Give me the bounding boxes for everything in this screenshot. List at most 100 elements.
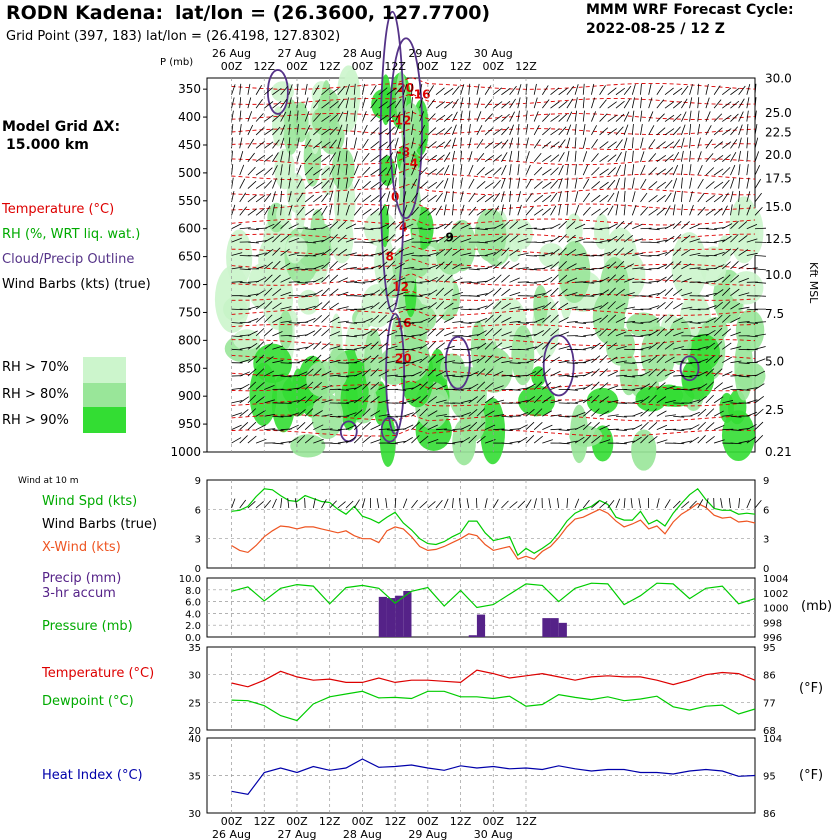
wind-barb: [673, 442, 685, 445]
rh-region: [319, 223, 331, 270]
wind-barb: [370, 154, 380, 163]
wind-barb: [239, 359, 251, 364]
wind-barb: [738, 389, 750, 391]
cycle-title: MMM WRF Forecast Cycle:: [586, 2, 794, 18]
wind-barb: [370, 113, 379, 122]
wind-barb: [582, 151, 588, 162]
temperature-line: [231, 669, 756, 688]
wind-barb: [419, 408, 428, 417]
wind-barb: [607, 141, 617, 149]
wind-barb: [558, 317, 569, 323]
wind-barb: [304, 435, 314, 444]
wind-barb: [378, 128, 388, 136]
wind-barb: [345, 266, 357, 270]
wind-barb: [411, 408, 421, 417]
wind-barb: [460, 238, 472, 243]
wind-barb: [370, 168, 380, 176]
wind-barb: [664, 328, 674, 337]
wind-barb: [722, 371, 733, 377]
wind-barb: [542, 396, 552, 404]
wind-barb: [296, 396, 307, 404]
wind-barb: [533, 111, 539, 122]
wind-barb: [615, 177, 620, 189]
wind-barb: [411, 295, 423, 297]
wind-barb: [378, 248, 388, 256]
wind-barb: [705, 342, 716, 350]
wind-barb: [533, 435, 544, 444]
wind-barb: [304, 408, 314, 417]
wind-barb: [722, 342, 732, 350]
isotherm: [231, 167, 756, 181]
wind-barb: [353, 178, 360, 189]
wind-barb: [615, 302, 626, 310]
wind-barb: [689, 387, 701, 390]
station-latlon: lat/lon = (26.3600, 127.7700): [175, 2, 491, 24]
wind-barb: [697, 124, 701, 136]
wind-barb: [542, 410, 553, 417]
wind-barb: [272, 165, 278, 176]
wind-barb: [697, 151, 702, 162]
wind-barb: [370, 99, 378, 109]
wind-barb: [509, 306, 521, 310]
wind-barb: [329, 415, 341, 418]
wind-barb: [632, 436, 642, 444]
wind-barb: [542, 327, 551, 337]
wind-barb: [443, 139, 452, 149]
wind-barb: [394, 220, 404, 230]
wind-barb: [378, 192, 386, 203]
pressure-tick-label-right: 1002: [763, 589, 788, 600]
wind-barb: [754, 255, 767, 257]
wind-barb: [591, 167, 600, 176]
wind-barb: [264, 356, 274, 364]
wind-barb: [451, 177, 454, 189]
wind-barb: [517, 436, 528, 444]
wind-barb: [591, 368, 600, 377]
wind-barb: [632, 252, 644, 256]
surface-wind-barb: [517, 500, 526, 509]
wind-barb: [550, 274, 559, 283]
wind-barb: [239, 206, 247, 216]
wind-barb: [623, 85, 632, 95]
wind-barb: [345, 97, 349, 109]
wind-barb: [304, 394, 314, 404]
wind-barb: [313, 141, 323, 149]
wind-barb: [329, 234, 338, 243]
rh-region: [435, 234, 466, 275]
kft-tick-label: 22.5: [765, 126, 792, 140]
wind-barb: [591, 97, 596, 109]
wind-barb: [664, 87, 674, 96]
wind-barb: [542, 127, 551, 136]
wind-barb: [321, 180, 330, 189]
surface-wind-barb: [664, 499, 671, 509]
wind-barb: [370, 341, 379, 350]
wind-barb: [673, 429, 685, 432]
wind-barb: [697, 137, 701, 149]
wind-barb: [533, 394, 543, 404]
wind-barb: [607, 248, 617, 256]
wind-barb: [313, 424, 324, 431]
wind-barb: [738, 292, 750, 297]
wind-barb: [525, 192, 533, 203]
wind-barb: [525, 358, 537, 364]
wind-barb: [411, 227, 423, 230]
wind-tick-label-right: 3: [763, 535, 769, 546]
pressure-tick-label-right: 1000: [763, 604, 788, 615]
surface-wind-barb: [427, 501, 436, 509]
wind-barb: [476, 241, 488, 244]
wind-barb: [681, 98, 688, 109]
kft-tick-label: 25.0: [765, 106, 792, 120]
wind-barb: [362, 342, 372, 350]
rh-region: [331, 147, 355, 191]
wind-barb: [468, 334, 480, 337]
wind-barb: [231, 348, 243, 351]
wind-barb: [525, 255, 537, 257]
time-tick-label: 12Z: [253, 815, 275, 828]
wind-barb: [321, 342, 331, 350]
pressure-axis-label: P (mb): [160, 57, 194, 68]
precip-label: Precip (mm): [42, 571, 122, 586]
wind-barb: [746, 204, 752, 216]
wind-barb: [313, 328, 322, 337]
wind-barb: [395, 440, 407, 444]
wind-barb: [689, 335, 701, 338]
time-tick-label: 12Z: [319, 60, 341, 73]
